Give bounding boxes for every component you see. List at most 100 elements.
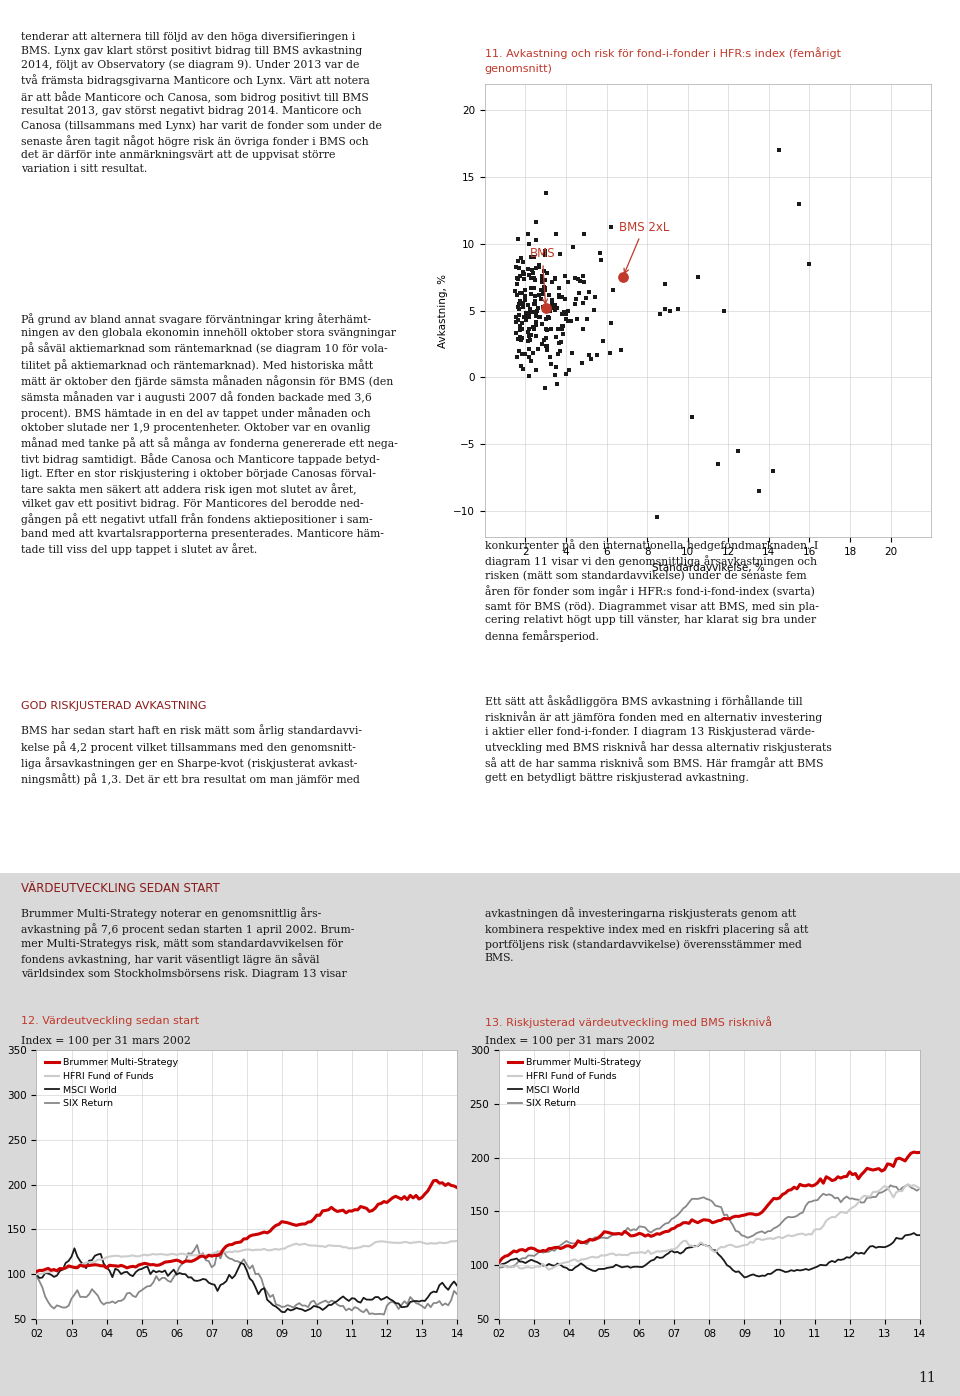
Point	[771, 140, 786, 162]
Point	[525, 262, 540, 285]
Point	[539, 335, 554, 357]
Point	[592, 242, 608, 264]
Point	[539, 309, 554, 331]
Point	[509, 306, 524, 328]
Point	[555, 314, 570, 336]
Text: genomsnitt): genomsnitt)	[485, 64, 553, 74]
Point	[513, 282, 528, 304]
Point	[516, 268, 532, 290]
Point	[567, 267, 583, 289]
Point	[523, 267, 539, 289]
Point	[569, 307, 585, 329]
Point	[513, 325, 528, 348]
Point	[516, 261, 531, 283]
Point	[550, 297, 565, 320]
Point	[567, 293, 583, 315]
Text: BMS 2xL: BMS 2xL	[619, 221, 669, 274]
Point	[511, 339, 526, 362]
Point	[513, 290, 528, 313]
Point	[546, 296, 562, 318]
Point	[530, 296, 545, 318]
Point	[547, 268, 563, 290]
Point	[550, 318, 565, 341]
Point	[512, 304, 527, 327]
X-axis label: Standardavvikelse, %: Standardavvikelse, %	[652, 563, 764, 572]
Point	[515, 327, 530, 349]
Point	[523, 282, 539, 304]
Point	[554, 318, 569, 341]
Point	[554, 331, 569, 353]
Point	[547, 363, 563, 385]
Point	[564, 236, 580, 258]
Point	[548, 325, 564, 348]
Point	[510, 283, 525, 306]
Point	[521, 302, 537, 324]
Point	[533, 306, 548, 328]
Text: konkurrenter på den internationella hedgefondmarknaden. I
diagram 11 visar vi de: konkurrenter på den internationella hedg…	[485, 539, 819, 642]
Point	[511, 268, 526, 290]
Point	[751, 480, 766, 503]
Point	[532, 257, 547, 279]
Point	[535, 269, 550, 292]
Point	[520, 258, 536, 281]
Point	[536, 260, 551, 282]
Point	[511, 296, 526, 318]
Point	[575, 318, 590, 341]
Point	[562, 359, 577, 381]
Point	[516, 285, 532, 307]
Point	[511, 228, 526, 250]
Point	[604, 313, 619, 335]
Point	[540, 338, 555, 360]
Point	[538, 269, 553, 292]
Point	[520, 223, 536, 246]
Text: tenderar att alternera till följd av den höga diversifieringen i
BMS. Lynx gav k: tenderar att alternera till följd av den…	[21, 32, 382, 175]
Point	[508, 255, 523, 278]
Point	[564, 342, 580, 364]
Point	[528, 325, 543, 348]
Point	[521, 346, 537, 369]
Point	[534, 332, 549, 355]
Point	[528, 311, 543, 334]
Point	[542, 300, 558, 322]
Point	[581, 345, 596, 367]
Point	[537, 278, 552, 300]
Point	[513, 314, 528, 336]
Point	[606, 279, 621, 302]
Point	[513, 329, 528, 352]
Point	[521, 364, 537, 387]
Point	[538, 318, 553, 341]
Point	[612, 339, 628, 362]
Point	[518, 302, 534, 324]
Point	[528, 285, 543, 307]
Point	[574, 352, 589, 374]
Point	[521, 325, 537, 348]
Point	[526, 293, 541, 315]
Text: På grund av bland annat svagare förväntningar kring återhämt-
ningen av den glob: På grund av bland annat svagare förväntn…	[21, 313, 397, 556]
Point	[529, 300, 544, 322]
Point	[536, 282, 551, 304]
Point	[587, 299, 602, 321]
Text: GOD RISKJUSTERAD AVKASTNING: GOD RISKJUSTERAD AVKASTNING	[21, 701, 206, 711]
Point	[513, 318, 528, 341]
Point	[576, 292, 591, 314]
Point	[521, 338, 537, 360]
Point	[534, 279, 549, 302]
Point	[547, 299, 563, 321]
Point	[529, 211, 544, 233]
Point	[537, 276, 552, 299]
Point	[535, 265, 550, 288]
Point	[540, 320, 555, 342]
Text: Brummer Multi-Strategy noterar en genomsnittlig års-
avkastning på 7,6 procent s: Brummer Multi-Strategy noterar en genoms…	[21, 907, 354, 979]
Point	[520, 321, 536, 343]
Point	[527, 290, 542, 313]
Point	[561, 271, 576, 293]
Point	[523, 349, 539, 371]
Point	[531, 338, 546, 360]
Point	[510, 250, 525, 272]
Point	[522, 299, 538, 321]
Point	[512, 257, 527, 279]
Point	[551, 283, 566, 306]
Point	[662, 300, 678, 322]
Point	[588, 286, 603, 309]
Point	[540, 335, 555, 357]
